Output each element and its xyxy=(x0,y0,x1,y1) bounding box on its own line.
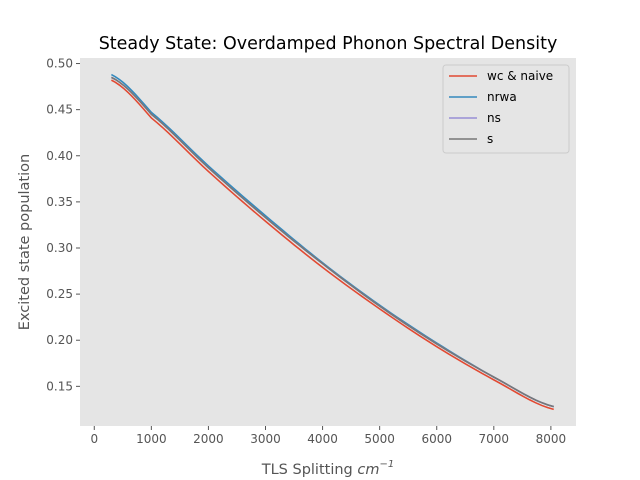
y-axis: 0.15 0.20 0.25 0.30 0.35 0.40 0.45 0.50 xyxy=(46,57,80,393)
x-tick-label: 7000 xyxy=(479,432,510,446)
y-tick-label: 0.15 xyxy=(46,379,73,393)
legend-label: s xyxy=(487,132,493,146)
y-axis-label: Excited state population xyxy=(17,154,33,330)
x-tick-label: 5000 xyxy=(364,432,395,446)
legend: wc & naive nrwa ns s xyxy=(442,64,570,154)
legend-box xyxy=(442,64,570,154)
y-tick-label: 0.25 xyxy=(46,287,73,301)
y-tick-label: 0.35 xyxy=(46,195,73,209)
legend-label: nrwa xyxy=(487,90,517,104)
x-axis-unit-exponent: −1 xyxy=(379,459,394,470)
series-line-1 xyxy=(111,79,554,411)
y-tick-label: 0.40 xyxy=(46,149,73,163)
y-tick-label: 0.30 xyxy=(46,241,73,255)
x-tick-label: 6000 xyxy=(421,432,452,446)
x-axis-unit: cm xyxy=(357,462,379,478)
x-tick-label: 0 xyxy=(90,432,98,446)
x-axis-label-text: TLS Splitting xyxy=(261,462,358,478)
series-line-4 xyxy=(111,76,554,408)
x-tick-label: 1000 xyxy=(136,432,167,446)
x-tick-label: 2000 xyxy=(193,432,224,446)
legend-label: wc & naive xyxy=(487,69,553,83)
x-tick-label: 4000 xyxy=(307,432,338,446)
chart-title: Steady State: Overdamped Phonon Spectral… xyxy=(99,34,558,54)
y-tick-label: 0.50 xyxy=(46,57,73,71)
x-tick-label: 3000 xyxy=(250,432,281,446)
x-tick-label: 8000 xyxy=(536,432,567,446)
y-tick-label: 0.45 xyxy=(46,103,73,117)
x-axis-label: TLS Splitting cm−1 xyxy=(261,459,394,478)
x-axis: 0 1000 2000 3000 4000 5000 6000 7000 8000 xyxy=(90,426,566,446)
legend-label: ns xyxy=(487,111,501,125)
y-tick-label: 0.20 xyxy=(46,333,73,347)
series-lines xyxy=(111,73,554,411)
